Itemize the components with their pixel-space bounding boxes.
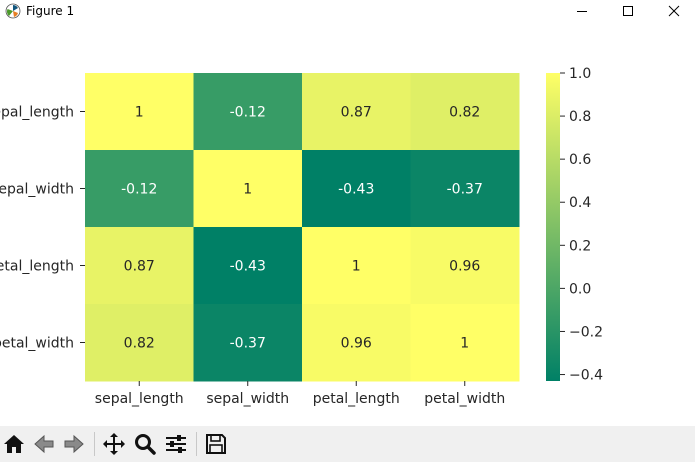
x-tick-label: petal_width [424, 391, 505, 407]
colorbar-ticks: 1.0 0.8 0.6 0.4 0.2 0.0 −0.2 −0.4 [560, 66, 603, 384]
back-arrow-icon [34, 434, 54, 454]
cell-annotation: 0.82 [124, 336, 155, 352]
matplotlib-logo-icon [5, 3, 21, 19]
heatmap-cells: 1 -0.12 0.87 0.82 -0.12 1 -0.43 -0.37 0.87 -0.43 1… [85, 73, 520, 382]
colorbar-tick-label: 0.6 [569, 152, 591, 168]
cell-annotation: -0.37 [230, 336, 266, 352]
move-icon [103, 433, 125, 455]
cell-annotation: 0.82 [449, 105, 480, 121]
colorbar-tick-label: 1.0 [569, 66, 591, 82]
home-icon [4, 435, 24, 453]
y-tick-label: petal_width [0, 336, 74, 352]
heatmap-cell [302, 227, 411, 305]
minimize-icon [577, 11, 587, 12]
magnifier-icon [135, 434, 156, 455]
x-tick-labels: sepal_length sepal_width petal_length petal… [95, 381, 505, 407]
cell-annotation: 0.96 [449, 259, 480, 275]
forward-button[interactable] [60, 430, 88, 458]
heatmap-cell [302, 73, 411, 151]
toolbar-separator [94, 432, 95, 456]
floppy-disk-icon [206, 434, 226, 454]
cell-annotation: -0.43 [230, 259, 266, 275]
cell-annotation: -0.43 [338, 182, 374, 198]
heatmap-cell [193, 227, 303, 305]
colorbar-tick-label: 0.8 [569, 109, 591, 125]
y-tick-label: petal_length [0, 259, 74, 275]
heatmap-cell [85, 73, 194, 151]
colorbar-tick-label: 0.4 [569, 195, 591, 211]
zoom-button[interactable] [131, 430, 159, 458]
close-button[interactable] [651, 0, 695, 22]
y-tick-label: sepal_width [0, 182, 74, 198]
cell-annotation: -0.12 [121, 182, 157, 198]
back-button[interactable] [30, 430, 58, 458]
colorbar-tick-label: −0.2 [569, 324, 603, 340]
navigation-toolbar [0, 426, 695, 462]
configure-subplots-button[interactable] [162, 430, 190, 458]
cell-annotation: 0.87 [124, 259, 155, 275]
maximize-button[interactable] [605, 0, 651, 22]
heatmap-cell [85, 304, 194, 382]
save-button[interactable] [202, 430, 230, 458]
home-button[interactable] [0, 430, 28, 458]
close-icon [668, 5, 680, 17]
cell-annotation: 1 [135, 105, 144, 121]
figure-canvas[interactable]: 1 -0.12 0.87 0.82 -0.12 1 -0.43 -0.37 0.87 -0.43 1… [0, 22, 695, 426]
minimize-button[interactable] [559, 0, 605, 22]
heatmap-cell [302, 150, 411, 228]
maximize-icon [623, 6, 633, 16]
toolbar-separator [196, 432, 197, 456]
heatmap-cell [410, 73, 520, 151]
pan-button[interactable] [100, 430, 128, 458]
heatmap-chart: 1 -0.12 0.87 0.82 -0.12 1 -0.43 -0.37 0.87 -0.43 1… [0, 66, 603, 407]
cell-annotation: 1 [460, 336, 469, 352]
heatmap-cell [193, 304, 303, 382]
heatmap-cell [302, 304, 411, 382]
x-tick-label: sepal_length [95, 391, 184, 407]
cell-annotation: -0.12 [230, 105, 266, 121]
cell-annotation: 0.96 [341, 336, 372, 352]
heatmap-cell [410, 227, 520, 305]
cell-annotation: -0.37 [447, 182, 483, 198]
heatmap-cell [193, 73, 303, 151]
colorbar-tick-label: −0.4 [569, 368, 603, 384]
window-titlebar: Figure 1 [0, 0, 695, 22]
heatmap-cell [193, 150, 303, 228]
x-tick-label: sepal_width [206, 391, 289, 407]
colorbar-tick-label: 0.0 [569, 281, 591, 297]
cell-annotation: 1 [352, 259, 361, 275]
y-tick-label: sepal_length [0, 105, 74, 121]
heatmap-cell [85, 150, 194, 228]
colorbar [546, 73, 560, 381]
window-title: Figure 1 [26, 4, 75, 18]
x-tick-label: petal_length [313, 391, 400, 407]
heatmap-cell [410, 150, 520, 228]
cell-annotation: 1 [243, 182, 252, 198]
sliders-icon [166, 435, 186, 453]
colorbar-tick-label: 0.2 [569, 238, 591, 254]
heatmap-cell [85, 227, 194, 305]
y-tick-labels: sepal_length sepal_width petal_lengthpetal… [0, 105, 85, 352]
heatmap-cell [410, 304, 520, 382]
cell-annotation: 0.87 [341, 105, 372, 121]
forward-arrow-icon [64, 434, 84, 454]
